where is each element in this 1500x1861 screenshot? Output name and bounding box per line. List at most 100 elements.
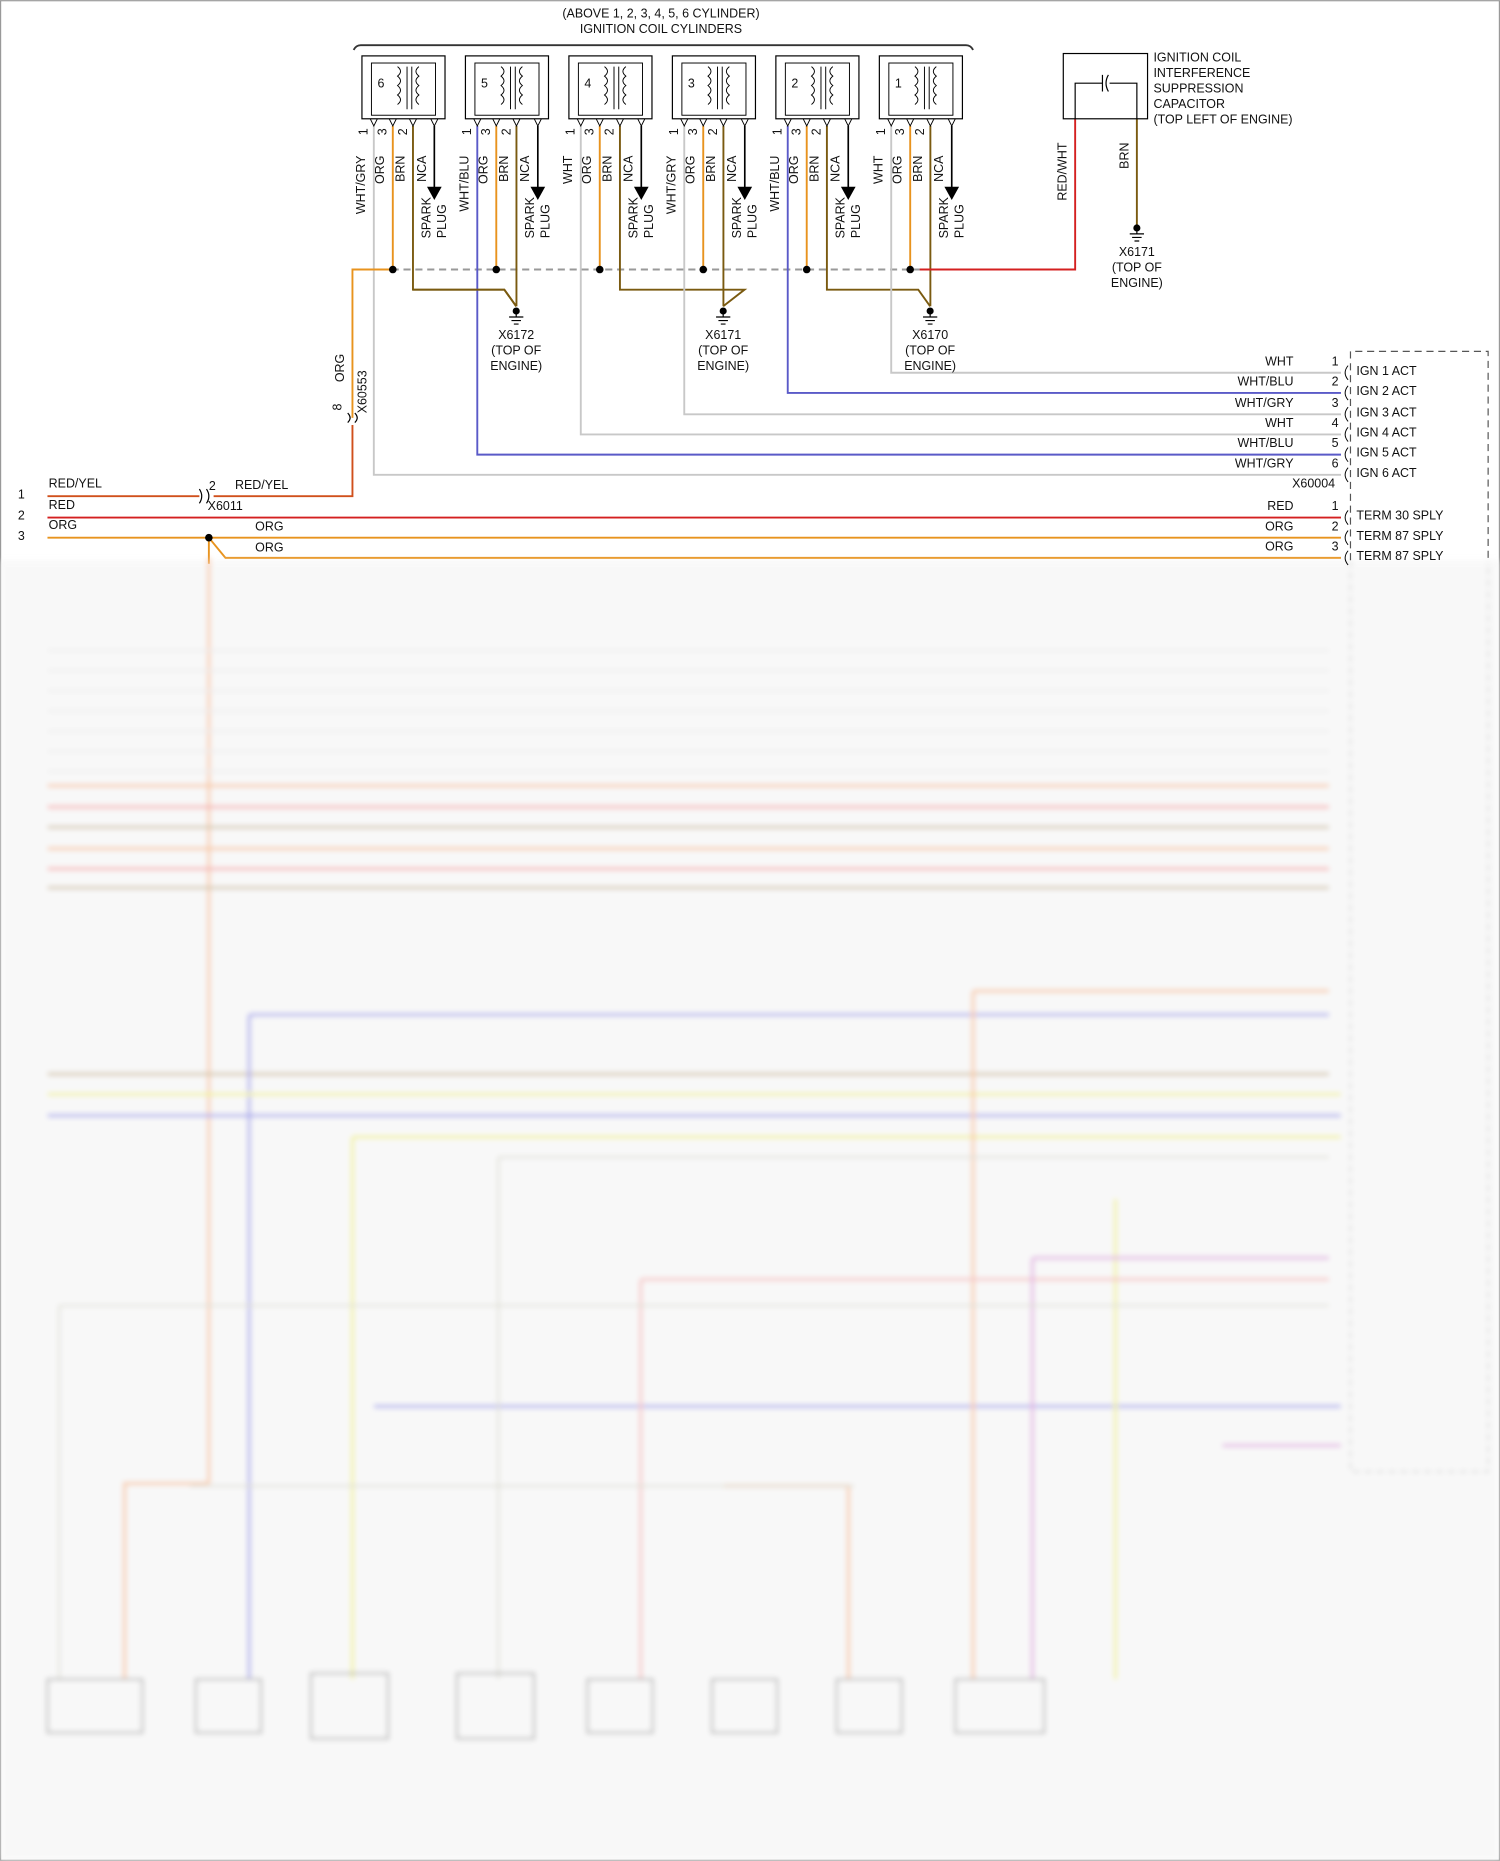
wire-label: BRN [911,156,925,182]
wire-label: WHT/GRY [665,155,679,214]
pin-socket [1344,510,1349,525]
pin-number: 3 [376,128,390,135]
supply-wire [208,537,1341,559]
pin-number: 3 [1332,396,1339,410]
pin-number: 4 [1332,416,1339,430]
ground-wire [825,125,931,307]
pin-number: 1 [357,128,371,135]
wire-label: RED [49,498,75,512]
coil-winding [914,66,938,110]
pin-function: IGN 4 ACT [1356,426,1417,440]
ground-location: (TOP OF [1112,261,1162,275]
output-label: SPARK [730,196,744,238]
wire-label: RED/YEL [235,478,288,492]
pin-number: 3 [1332,539,1339,553]
pin [595,118,604,127]
ground-id: X6172 [498,328,534,342]
pin-number: 1 [564,128,578,135]
connector-id: X6011 [208,499,243,513]
pin-number: 1 [667,128,681,135]
pin-number: 1 [18,487,25,501]
pin [492,118,501,127]
wire-label: BRN [704,156,718,182]
ignition-coil [464,55,550,120]
coil-winding [810,66,834,110]
pin [887,118,896,127]
ignition-signal-wire [579,125,1341,436]
pin-function: IGN 2 ACT [1356,384,1417,398]
ground-wire [618,125,748,308]
pin-number: 1 [460,128,474,135]
wire-label: NCA [932,155,946,182]
wire-label: ORG [580,156,594,184]
connector-id: X60004 [1292,477,1335,491]
capacitor-label: SUPPRESSION [1153,81,1243,95]
pin-number: 8 [331,404,345,411]
ground-id: X6171 [1119,245,1155,259]
coil-winding [707,66,731,110]
coil-number: 2 [791,77,798,91]
splice [389,265,397,274]
ground-id: X6171 [705,328,741,342]
pin-function: IGN 6 ACT [1356,466,1417,480]
pin [822,118,831,127]
pin-number: 2 [18,509,25,523]
capacitor-wire [919,118,1077,271]
connector-outline [1349,350,1489,561]
pin [699,118,708,127]
output-label: SPARK [937,196,951,238]
wire-label: NCA [725,155,739,182]
wire-label: WHT/GRY [1235,396,1294,410]
wire-label: WHT [872,155,886,184]
wire-label: WHT [1265,416,1294,430]
pin-function: TERM 87 SPLY [1356,549,1444,563]
ground-symbol [923,311,938,325]
pin [408,118,417,127]
capacitor-label: IGNITION COIL [1153,51,1241,65]
splice [802,265,811,274]
bracket [352,44,974,51]
coil-number: 5 [481,77,488,91]
pin-function: TERM 30 SPLY [1356,509,1444,523]
wire-label: NCA [518,155,532,182]
ground-symbol [716,311,731,325]
ground-location: ENGINE) [1111,276,1163,290]
connector [198,488,210,504]
pin-number: 5 [1332,436,1339,450]
pin [388,118,397,127]
pin-socket [1344,447,1349,463]
wire-label: RED/YEL [49,477,102,491]
wire-label: WHT/BLU [1237,436,1293,450]
capacitor-label: CAPACITOR [1153,97,1225,111]
output-label: SPARK [626,196,640,238]
pin-function: TERM 87 SPLY [1356,529,1444,543]
ground-wire [412,288,517,307]
pin-socket [1344,365,1349,381]
output-label: PLUG [952,204,966,238]
wire-label: ORG [255,541,283,555]
ground-location: (TOP OF [698,344,748,358]
coil-core [888,62,954,116]
output-label: PLUG [745,204,759,238]
output-label: PLUG [642,204,656,238]
ground-location: (TOP OF [905,344,955,358]
wires [47,118,1341,564]
splice [492,265,501,274]
wire-label: ORG [333,354,347,382]
wire-label: ORG [373,156,387,184]
output-label: PLUG [435,204,449,238]
output-label: PLUG [538,204,552,238]
ignition-signal-wire [890,125,1341,374]
supply-wire [351,268,393,418]
ground-symbol [1129,227,1144,242]
wire-label: NCA [622,155,636,182]
wire-label: WHT/BLU [1237,375,1293,389]
connector [347,412,358,424]
pin-number: 3 [18,529,25,543]
pin-number: 3 [479,128,493,135]
pin-number: 3 [790,128,804,135]
coil-number: 3 [688,77,695,91]
output-label: SPARK [523,196,537,238]
pin-socket [1344,467,1349,483]
